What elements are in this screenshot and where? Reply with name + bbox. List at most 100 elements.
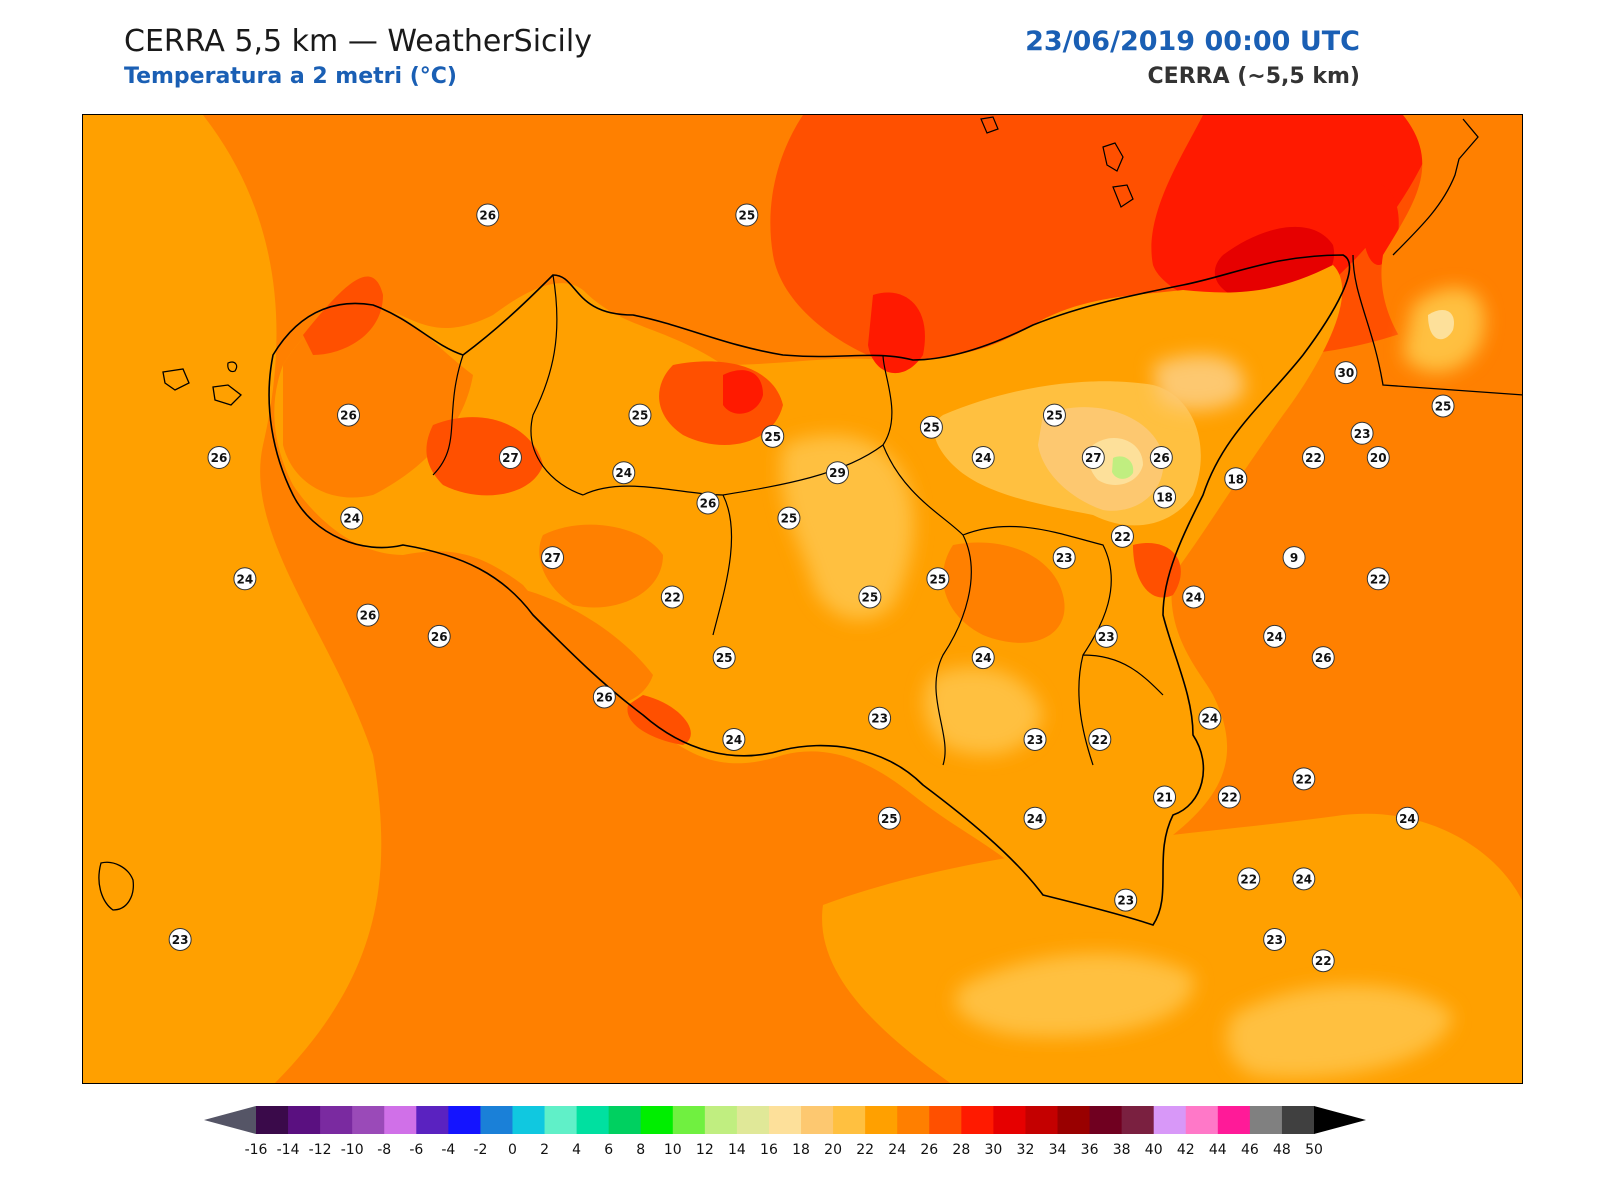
station-marker[interactable]: 24 bbox=[971, 446, 995, 470]
station-marker[interactable]: 23 bbox=[868, 706, 892, 730]
station-marker[interactable]: 26 bbox=[592, 685, 616, 709]
station-marker[interactable]: 23 bbox=[1350, 421, 1374, 445]
station-marker[interactable]: 23 bbox=[1094, 624, 1118, 648]
colorbar-tick-label: 0 bbox=[508, 1142, 517, 1158]
station-marker-circle bbox=[722, 727, 746, 751]
station-marker-circle bbox=[1023, 727, 1047, 751]
station-value: 22 bbox=[1221, 791, 1238, 805]
station-marker[interactable]: 25 bbox=[926, 567, 950, 591]
colorbar-tick-label: 12 bbox=[696, 1142, 714, 1158]
station-marker-circle bbox=[337, 403, 361, 427]
station-value: 26 bbox=[596, 691, 613, 705]
station-marker-circle bbox=[207, 446, 231, 470]
station-marker[interactable]: 26 bbox=[337, 403, 361, 427]
station-marker-circle bbox=[498, 446, 522, 470]
station-value: 25 bbox=[632, 409, 649, 423]
station-marker-circle bbox=[1431, 394, 1455, 418]
station-marker[interactable]: 24 bbox=[1023, 806, 1047, 830]
station-marker[interactable]: 27 bbox=[1081, 446, 1105, 470]
station-marker[interactable]: 26 bbox=[696, 491, 720, 515]
station-marker[interactable]: 25 bbox=[628, 403, 652, 427]
station-marker[interactable]: 22 bbox=[1366, 567, 1390, 591]
station-value: 26 bbox=[1315, 651, 1332, 665]
station-marker[interactable]: 30 bbox=[1334, 361, 1358, 385]
sicily-coastline bbox=[268, 254, 1351, 926]
station-marker[interactable]: 22 bbox=[1311, 949, 1335, 973]
station-marker-circle bbox=[1263, 928, 1287, 951]
station-value: 23 bbox=[172, 933, 189, 947]
station-marker[interactable]: 24 bbox=[1263, 624, 1287, 648]
station-marker[interactable]: 25 bbox=[712, 646, 736, 670]
station-marker[interactable]: 22 bbox=[1302, 446, 1326, 470]
station-marker[interactable]: 22 bbox=[1088, 727, 1112, 751]
colorbar-tick-label: 46 bbox=[1241, 1142, 1259, 1158]
station-marker[interactable]: 26 bbox=[207, 446, 231, 470]
map-panel[interactable]: 26 25 30 25 23 26 25 25 25 25 26 27 24 29 24 27 26 22 20 18… bbox=[82, 114, 1523, 1084]
station-marker[interactable]: 25 bbox=[858, 585, 882, 609]
station-marker[interactable]: 24 bbox=[1292, 867, 1316, 891]
station-marker[interactable]: 18 bbox=[1153, 485, 1177, 509]
station-marker-circle bbox=[926, 567, 950, 591]
colorbar-tick-label: 48 bbox=[1273, 1142, 1291, 1158]
station-marker[interactable]: 24 bbox=[612, 461, 636, 485]
station-marker[interactable]: 24 bbox=[1182, 585, 1206, 609]
station-marker[interactable]: 23 bbox=[1263, 928, 1287, 951]
station-marker-circle bbox=[1366, 567, 1390, 591]
colorbar-tick-label: 44 bbox=[1209, 1142, 1227, 1158]
station-marker[interactable]: 24 bbox=[1395, 806, 1419, 830]
station-marker[interactable]: 25 bbox=[777, 506, 801, 530]
station-marker[interactable]: 22 bbox=[1292, 767, 1316, 791]
station-marker[interactable]: 22 bbox=[660, 585, 684, 609]
station-marker-circle bbox=[1110, 524, 1134, 548]
station-marker[interactable]: 26 bbox=[427, 624, 451, 648]
station-marker[interactable]: 25 bbox=[877, 806, 901, 830]
station-marker-circle bbox=[660, 585, 684, 609]
station-marker[interactable]: 25 bbox=[1042, 403, 1066, 427]
station-marker[interactable]: 25 bbox=[761, 424, 785, 448]
station-marker[interactable]: 23 bbox=[1023, 727, 1047, 751]
station-value: 23 bbox=[1266, 933, 1283, 947]
station-marker[interactable]: 27 bbox=[541, 546, 565, 570]
station-marker[interactable]: 26 bbox=[476, 203, 500, 227]
station-marker[interactable]: 18 bbox=[1224, 467, 1248, 491]
station-marker[interactable]: 26 bbox=[1311, 646, 1335, 670]
catania-warm bbox=[1133, 543, 1181, 598]
station-marker[interactable]: 24 bbox=[233, 567, 257, 591]
station-value: 22 bbox=[1370, 572, 1387, 586]
station-marker[interactable]: 26 bbox=[1149, 446, 1173, 470]
station-marker[interactable]: 26 bbox=[356, 603, 380, 627]
station-value: 26 bbox=[340, 409, 357, 423]
station-value: 24 bbox=[237, 572, 254, 586]
station-marker[interactable]: 24 bbox=[1198, 706, 1222, 730]
station-marker[interactable]: 29 bbox=[826, 461, 850, 485]
station-marker[interactable]: 22 bbox=[1237, 867, 1261, 891]
station-value: 21 bbox=[1156, 791, 1173, 805]
station-marker-circle bbox=[971, 646, 995, 670]
station-marker[interactable]: 9 bbox=[1282, 546, 1306, 570]
colorbar-segment bbox=[768, 1106, 802, 1134]
station-marker[interactable]: 20 bbox=[1366, 446, 1390, 470]
station-marker[interactable]: 24 bbox=[340, 506, 364, 530]
station-marker[interactable]: 22 bbox=[1110, 524, 1134, 548]
station-marker[interactable]: 23 bbox=[1052, 546, 1076, 570]
colorbar-segment bbox=[833, 1106, 866, 1134]
island-alicudi bbox=[980, 116, 999, 134]
warm-patch-central bbox=[943, 542, 1065, 643]
valid-datetime: 23/06/2019 00:00 UTC bbox=[1025, 26, 1360, 57]
station-marker[interactable]: 21 bbox=[1153, 785, 1177, 809]
station-marker[interactable]: 24 bbox=[971, 646, 995, 670]
station-marker[interactable]: 25 bbox=[1431, 394, 1455, 418]
station-marker[interactable]: 25 bbox=[735, 203, 759, 227]
colorbar-tick-label: 34 bbox=[1049, 1142, 1067, 1158]
station-value: 27 bbox=[1085, 451, 1102, 465]
station-value: 22 bbox=[1114, 530, 1131, 544]
station-marker[interactable]: 24 bbox=[722, 727, 746, 751]
station-marker-circle bbox=[427, 624, 451, 648]
station-marker[interactable]: 27 bbox=[498, 446, 522, 470]
station-marker[interactable]: 23 bbox=[168, 928, 192, 951]
colorbar-tick-label: 50 bbox=[1305, 1142, 1323, 1158]
station-marker[interactable]: 22 bbox=[1217, 785, 1241, 809]
station-marker[interactable]: 23 bbox=[1114, 888, 1138, 912]
station-marker[interactable]: 25 bbox=[919, 415, 943, 439]
station-value: 25 bbox=[1046, 409, 1063, 423]
